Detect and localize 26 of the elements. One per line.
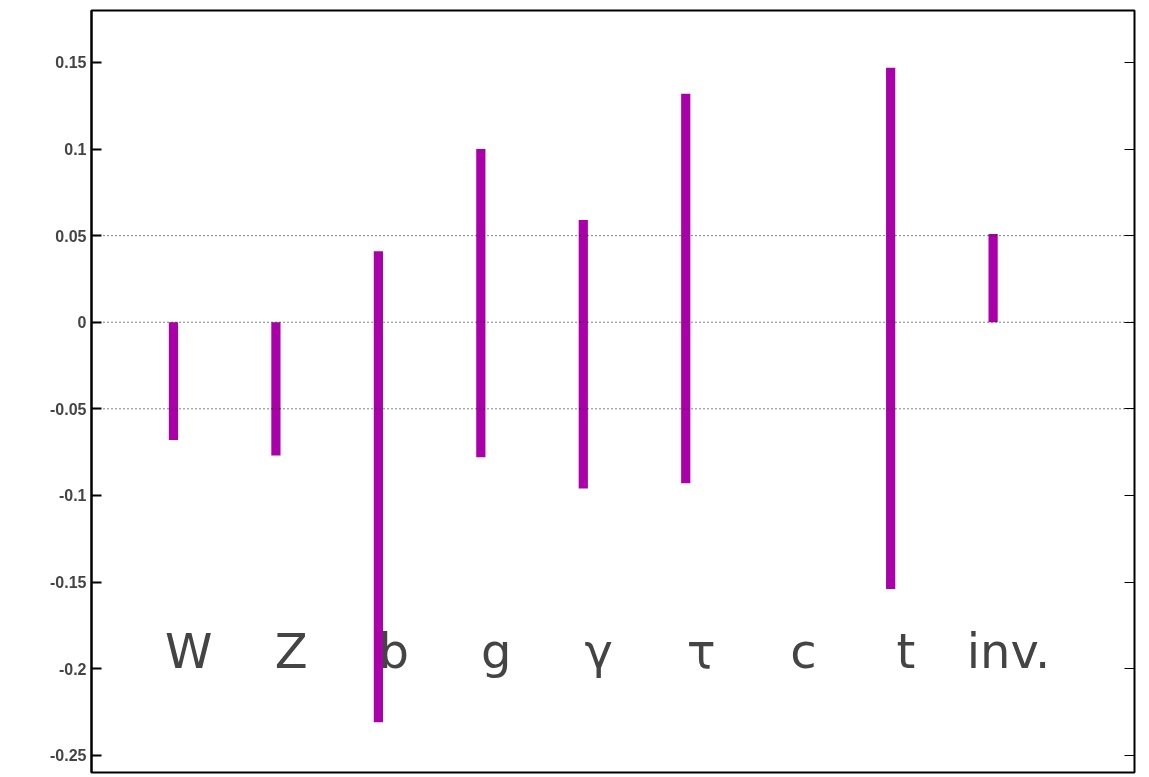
bar xyxy=(988,233,998,323)
y-tick-label: 0.05 xyxy=(55,227,87,245)
bar xyxy=(168,322,179,440)
y-tick-label: -0.25 xyxy=(50,747,87,765)
x-tick-label: γ xyxy=(584,622,613,679)
x-tick-label: b xyxy=(378,622,409,679)
x-tick-label: τ xyxy=(686,622,716,679)
bar xyxy=(476,149,486,458)
bar xyxy=(578,220,588,489)
y-tick-label: -0.1 xyxy=(58,487,87,505)
y-tick-label: -0.05 xyxy=(50,400,87,418)
x-tick-label: t xyxy=(896,622,916,679)
x-tick-label: Z xyxy=(274,622,308,679)
y-tick-label: -0.15 xyxy=(50,574,87,591)
bar xyxy=(373,251,383,723)
x-tick-label: g xyxy=(480,622,512,679)
y-tick-label: 0 xyxy=(77,314,87,332)
y-tick-label: -0.2 xyxy=(58,660,87,678)
y-tick-label: 0.1 xyxy=(64,141,87,159)
bar xyxy=(886,67,896,589)
x-tick-label: inv. xyxy=(966,622,1051,679)
y-tick-label: 0.15 xyxy=(55,54,87,72)
x-tick-label: W xyxy=(165,622,213,679)
bar xyxy=(681,93,691,484)
bar xyxy=(271,322,281,456)
x-tick-label: c xyxy=(790,622,817,679)
